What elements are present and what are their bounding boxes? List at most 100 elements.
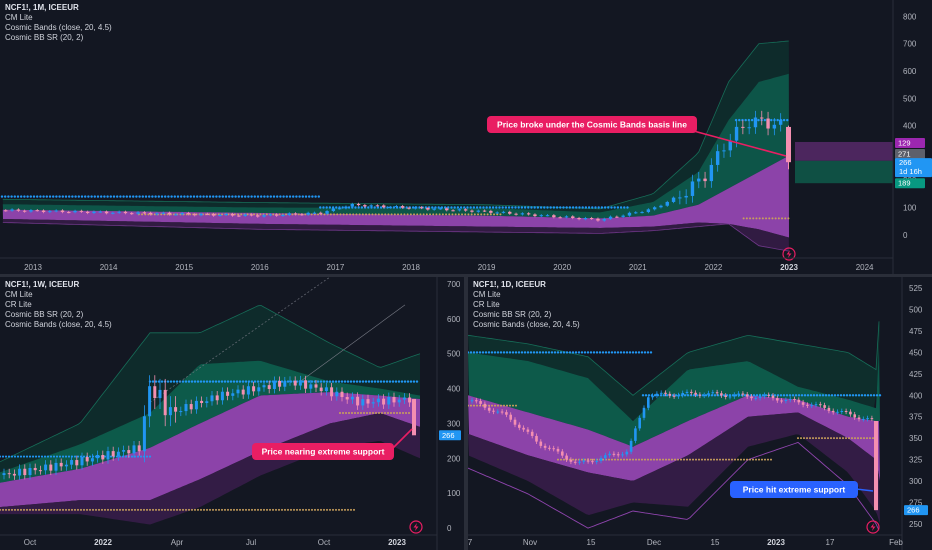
resistance-dot [25,455,29,458]
support-dot [695,458,697,461]
resistance-dot [186,195,189,198]
y-axis-tick-label: 0 [903,231,908,240]
resistance-dot [192,195,196,198]
resistance-dot [406,380,410,383]
resistance-dot [744,118,747,122]
chart-weekly-svg[interactable]: Price nearing extreme support 0 100 200 300 4… [0,277,464,550]
resistance-dot [106,195,109,198]
candle [463,209,468,211]
candle [344,206,348,209]
support-dot [158,508,160,511]
candle [220,391,224,401]
support-dot [758,458,760,461]
chart-daily-svg[interactable]: Price hit extreme support 250 275 300 325 350… [468,277,932,550]
chart-panel-weekly[interactable]: Price nearing extreme support 0 100 200 300 4… [0,277,464,550]
candle [866,418,869,420]
candle [163,389,167,416]
candle [681,392,684,396]
price-tag [895,137,925,148]
horizontal-divider[interactable] [0,274,932,277]
support-dot [77,508,79,511]
support-dot [425,213,428,216]
support-dot [302,508,304,511]
candle [479,401,482,404]
band-purple [0,392,420,508]
support-dot [381,411,383,414]
resistance-dot [523,206,527,209]
candle [754,397,758,399]
resistance-dot [643,351,647,354]
price-tag-text: 266 [442,431,455,440]
x-axis-tick-label: Oct [24,538,37,547]
resistance-dot [459,206,463,209]
resistance-dot [224,195,228,198]
candle [90,458,94,462]
support-dot [272,508,274,511]
support-dot [608,458,610,461]
y-axis-tick-label: 525 [909,284,923,293]
chart-panel-daily[interactable]: Price hit extreme support 250 275 300 325 350… [468,277,932,550]
vertical-divider[interactable] [464,277,468,550]
x-axis-tick-label: 2023 [780,263,798,272]
support-dot [342,213,345,216]
resistance-dot [616,351,620,354]
candle [70,460,74,465]
support-dot [375,411,377,414]
candle [337,208,342,210]
candle [772,124,777,129]
support-dot [206,508,208,511]
candle [298,380,302,386]
candle [413,207,417,209]
support-dot [360,411,362,414]
candle [684,195,688,198]
trend-line [149,277,331,403]
resistance-dot [556,351,560,354]
resistance-dot [253,195,256,198]
resistance-dot [223,380,227,383]
resistance-dot [322,380,326,383]
support-dot [716,458,718,461]
resistance-dot [610,206,613,209]
resistance-dot [839,394,843,397]
resistance-dot [367,380,371,383]
candle [665,201,669,206]
resistance-dot [325,206,328,209]
callout-box [252,443,394,460]
resistance-dot [469,206,472,209]
resistance-dot [298,195,301,198]
resistance-dot [872,394,876,397]
candle [776,398,779,401]
support-dot [777,217,780,220]
support-dot [17,508,19,511]
support-dot [344,508,346,511]
resistance-dot [533,206,536,209]
resistance-dot [3,195,7,198]
resistance-dot [269,195,272,198]
resistance-dot [100,195,103,198]
candle [690,391,693,393]
candle [226,391,230,396]
resistance-dot [450,206,453,209]
chart-panel-monthly[interactable]: Price broke under the Cosmic Bands basis… [0,0,932,274]
support-dot [323,508,325,511]
candle-last [874,421,878,511]
resistance-dot [328,206,332,209]
resistance-dot [626,206,629,209]
resistance-dot [169,380,173,383]
support-dot [116,508,118,511]
support-dot [122,508,124,511]
candle [565,455,568,460]
resistance-dot [370,380,374,383]
support-dot [155,508,157,511]
resistance-dot [478,351,482,354]
candle [671,197,676,202]
candle [810,404,813,406]
candle [690,181,695,196]
resistance-dot [231,195,234,198]
support-dot [635,458,637,461]
y-axis-tick-label: 250 [909,520,923,529]
price-tag-text: 1d 16h [899,167,922,176]
y-axis-tick-label: 100 [903,203,917,212]
chart-monthly-svg[interactable]: Price broke under the Cosmic Bands basis… [0,0,932,274]
resistance-dot [520,351,524,354]
